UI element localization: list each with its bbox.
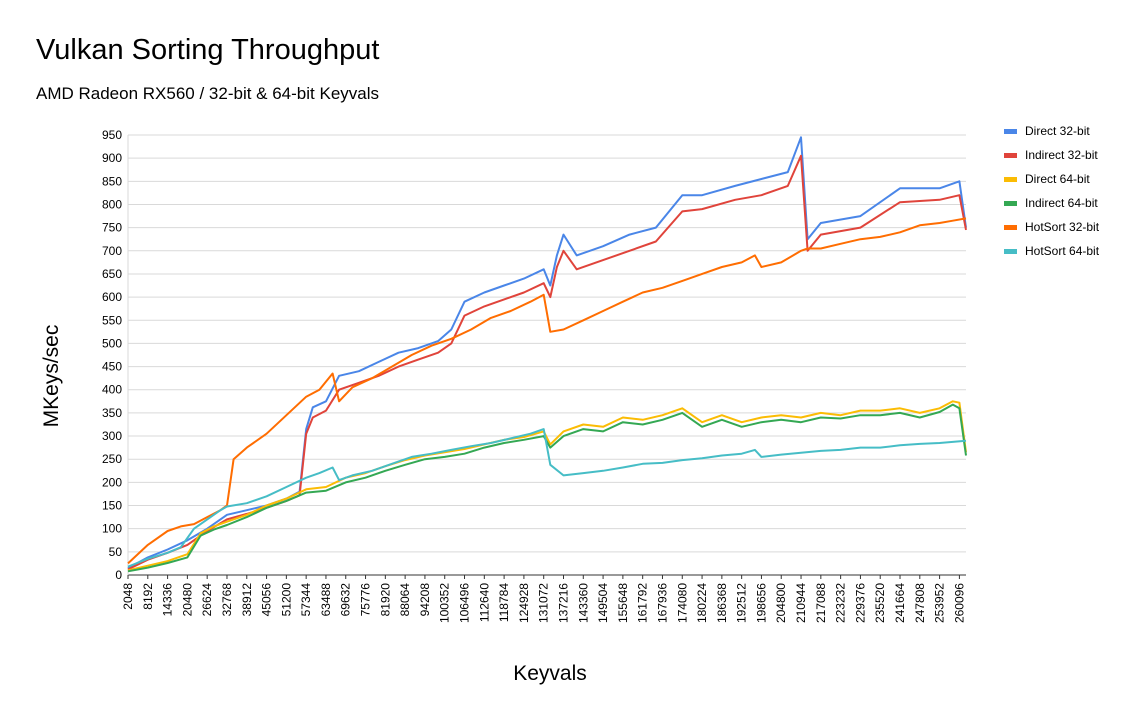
y-tick-label: 50 — [109, 545, 123, 559]
y-tick-label: 350 — [102, 406, 122, 420]
x-tick-label: 100352 — [438, 583, 452, 623]
x-tick-label: 131072 — [537, 583, 551, 623]
x-tick-label: 112640 — [477, 583, 491, 622]
x-tick-label: 38912 — [240, 583, 254, 617]
x-tick-label: 247808 — [913, 583, 927, 623]
x-tick-label: 32768 — [220, 583, 234, 617]
axes: 0 50 100 150 200 250 300 350 400 450 500 550 600 650 7… — [102, 128, 966, 623]
x-tick-label: 45056 — [260, 583, 274, 617]
x-tick-label: 69632 — [339, 583, 353, 617]
x-tick-label: 75776 — [359, 583, 373, 617]
y-tick-label: 200 — [102, 475, 122, 489]
x-tick-label: 14336 — [161, 583, 175, 617]
x-tick-label: 2048 — [121, 583, 135, 610]
x-tick-label: 20480 — [180, 583, 194, 617]
x-tick-label: 229376 — [853, 583, 867, 623]
x-tick-label: 51200 — [279, 583, 293, 617]
x-tick-label: 155648 — [616, 583, 630, 623]
x-tick-label: 241664 — [893, 583, 907, 623]
legend-swatch — [1004, 249, 1017, 254]
y-tick-label: 400 — [102, 383, 122, 397]
x-tick-label: 8192 — [141, 583, 155, 610]
y-tick-label: 500 — [102, 336, 122, 350]
y-tick-label: 100 — [102, 522, 122, 536]
x-tick-label: 57344 — [299, 583, 313, 617]
x-tick-label: 137216 — [556, 583, 570, 623]
legend-label: Indirect 32-bit — [1025, 148, 1098, 162]
x-tick-label: 210944 — [794, 583, 808, 623]
x-tick-label: 149504 — [596, 583, 610, 623]
x-tick-label: 118784 — [497, 583, 511, 622]
y-tick-label: 900 — [102, 151, 122, 165]
y-axis-label: MKeys/sec — [40, 325, 63, 428]
x-tick-label: 192512 — [735, 583, 749, 623]
legend-swatch — [1004, 153, 1017, 158]
legend-label: HotSort 32-bit — [1025, 220, 1100, 234]
x-tick-label: 223232 — [834, 583, 848, 623]
chart-subtitle: AMD Radeon RX560 / 32-bit & 64-bit Keyva… — [36, 84, 380, 103]
legend-swatch — [1004, 201, 1017, 206]
x-tick-label: 217088 — [814, 583, 828, 623]
x-tick-label: 235520 — [873, 583, 887, 623]
legend-swatch — [1004, 225, 1017, 230]
y-tick-label: 700 — [102, 244, 122, 258]
x-tick-label: 167936 — [655, 583, 669, 623]
y-tick-label: 600 — [102, 290, 122, 304]
x-tick-label: 26624 — [200, 583, 214, 617]
x-tick-label: 253952 — [933, 583, 947, 623]
series-line-direct-32-bit — [127, 136, 967, 569]
y-tick-label: 850 — [102, 174, 122, 188]
y-tick-label: 550 — [102, 313, 122, 327]
legend-swatch — [1004, 129, 1017, 134]
series-line-direct-64-bit — [127, 400, 967, 572]
series-line-indirect-64-bit — [127, 403, 967, 573]
x-tick-label: 124928 — [517, 583, 531, 623]
series-line-hotsort-64-bit — [127, 428, 967, 568]
chart-title: Vulkan Sorting Throughput — [36, 34, 380, 66]
x-axis-label: Keyvals — [513, 662, 587, 685]
y-tick-label: 250 — [102, 452, 122, 466]
x-tick-label: 198656 — [754, 583, 768, 623]
y-tick-label: 450 — [102, 360, 122, 374]
x-tick-label: 63488 — [319, 583, 333, 617]
series-lines — [127, 136, 967, 573]
y-tick-label: 300 — [102, 429, 122, 443]
legend: Direct 32-bit Indirect 32-bit Direct 64-bi… — [1004, 124, 1100, 258]
x-tick-label: 94208 — [418, 583, 432, 617]
legend-label: Indirect 64-bit — [1025, 196, 1098, 210]
x-tick-label: 88064 — [398, 583, 412, 617]
x-tick-label: 161792 — [636, 583, 650, 623]
legend-label: Direct 64-bit — [1025, 172, 1090, 186]
y-tick-label: 800 — [102, 197, 122, 211]
x-tick-label: 186368 — [715, 583, 729, 623]
y-tick-label: 950 — [102, 128, 122, 142]
x-tick-label: 81920 — [378, 583, 392, 617]
x-tick-label: 180224 — [695, 583, 709, 623]
x-tick-label: 106496 — [458, 583, 472, 623]
series-line-indirect-32-bit — [127, 154, 967, 571]
x-tick-label: 174080 — [675, 583, 689, 623]
y-tick-label: 750 — [102, 221, 122, 235]
y-tick-label: 150 — [102, 499, 122, 513]
series-line-hotsort-32-bit — [127, 217, 967, 565]
x-tick-label: 260096 — [952, 583, 966, 623]
y-tick-label: 0 — [115, 568, 122, 582]
y-tick-label: 650 — [102, 267, 122, 281]
x-tick-label: 204800 — [774, 583, 788, 623]
legend-label: Direct 32-bit — [1025, 124, 1090, 138]
legend-swatch — [1004, 177, 1017, 182]
legend-label: HotSort 64-bit — [1025, 244, 1100, 258]
x-tick-label: 143360 — [576, 583, 590, 623]
